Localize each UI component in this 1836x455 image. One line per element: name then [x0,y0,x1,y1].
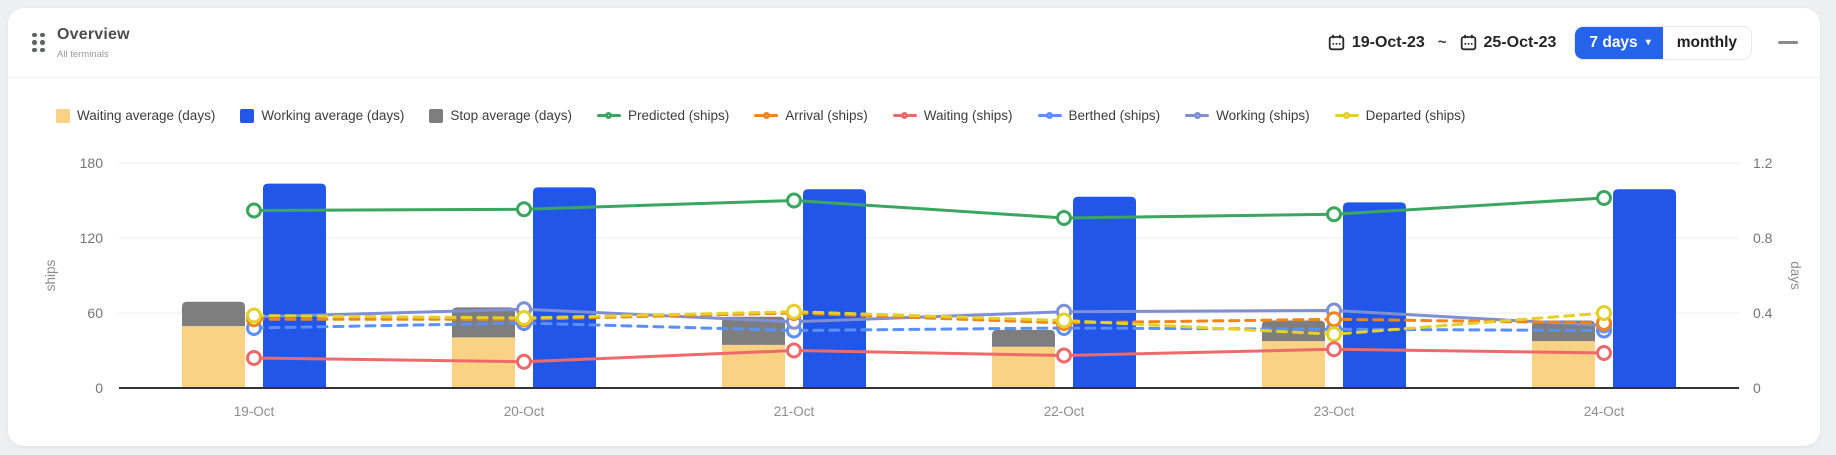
series-line [252,196,1606,220]
data-point-marker[interactable] [786,342,802,359]
data-point-marker[interactable] [246,350,262,366]
x-axis-category-label: 22-Oct [1044,404,1085,419]
terminals-subtitle: All terminals [57,48,109,60]
legend-item[interactable]: Departed (ships) [1334,108,1466,123]
right-axis-title: days [1788,261,1803,290]
right-axis-tick-label: 0 [1753,380,1761,396]
data-point-marker[interactable] [1596,345,1612,361]
range-dropdown-button[interactable]: 7 days ▾ [1575,26,1663,59]
x-axis-category-label: 23-Oct [1314,404,1355,419]
legend-item-label: Arrival (ships) [785,108,868,123]
legend-item-label: Working average (days) [261,108,405,123]
right-axis-tick-label: 0.8 [1753,230,1773,246]
left-axis-tick-label: 60 [87,305,103,321]
series-line [252,310,1606,336]
legend-line-marker-icon [596,109,621,122]
data-point-marker[interactable] [1596,190,1612,206]
bar-segment[interactable] [722,344,785,388]
bar-segment[interactable] [1613,189,1676,388]
legend-item[interactable]: Predicted (ships) [596,108,730,123]
chart-legend: Waiting average (days) Working average (d… [56,108,1465,123]
page-title: Overview [57,25,130,43]
left-axis-tick-label: 180 [80,155,104,171]
left-axis-title: ships [43,259,58,291]
minimize-icon[interactable] [1778,41,1798,44]
date-to-value: 25-Oct-23 [1483,33,1557,51]
bar-segment[interactable] [1343,202,1406,388]
legend-item-label: Departed (ships) [1365,108,1466,123]
legend-bar-swatch-icon [429,108,444,123]
legend-item-label: Stop average (days) [450,108,572,123]
calendar-icon [1328,34,1345,51]
date-from-value: 19-Oct-23 [1351,33,1425,51]
legend-line-marker-icon [1185,109,1210,122]
legend-line-marker-icon [1334,109,1359,122]
legend-item-label: Predicted (ships) [627,108,730,123]
data-point-marker[interactable] [786,192,802,209]
legend-item-label: Waiting (ships) [923,108,1013,123]
x-axis-category-label: 20-Oct [504,404,545,419]
data-point-marker[interactable] [1326,206,1342,223]
data-point-marker[interactable] [1596,305,1612,321]
bar-segment[interactable] [182,326,245,388]
data-point-marker[interactable] [246,202,262,219]
legend-item[interactable]: Waiting (ships) [892,108,1013,123]
legend-bar-swatch-icon [56,108,70,123]
bar-segment[interactable] [533,187,596,388]
legend-item[interactable]: Working (ships) [1185,108,1310,123]
bar-segment[interactable] [803,189,866,388]
date-to-picker[interactable]: 25-Oct-23 [1460,33,1557,52]
legend-line-marker-icon [892,109,917,122]
calendar-icon [1460,34,1476,51]
data-point-marker[interactable] [1056,312,1072,329]
data-point-marker[interactable] [246,307,262,324]
series-line [252,347,1606,364]
data-point-marker[interactable] [1326,326,1342,343]
bar-segment[interactable] [1073,196,1136,388]
date-from-picker[interactable]: 19-Oct-23 [1328,34,1425,52]
legend-line-marker-icon [754,109,779,122]
bar-segment[interactable] [992,346,1055,388]
legend-item-label: Berthed (ships) [1068,108,1161,123]
drag-handle-icon[interactable] [32,32,45,53]
bar-segment[interactable] [263,183,326,388]
bar-segment[interactable] [1262,341,1325,388]
x-axis-category-label: 19-Oct [234,404,275,419]
monthly-toggle-button[interactable]: monthly [1662,26,1751,59]
legend-item-label: Waiting average (days) [77,108,216,123]
legend-item[interactable]: Waiting average (days) [56,108,215,123]
legend-line-marker-icon [1037,109,1062,122]
x-axis-category-label: 24-Oct [1584,404,1625,419]
left-axis-tick-label: 120 [80,230,104,246]
left-axis-tick-label: 0 [95,380,103,396]
legend-item[interactable]: Working average (days) [240,108,404,123]
legend-item-label: Working (ships) [1216,108,1310,123]
data-point-marker[interactable] [1056,210,1072,226]
data-point-marker[interactable] [516,310,532,326]
widget-header: Overview All terminals 19-Oct-23 ~ [8,8,1820,78]
right-axis-tick-label: 0.4 [1753,305,1773,321]
series-line [252,311,1606,325]
legend-item[interactable]: Arrival (ships) [754,108,868,123]
legend-item[interactable]: Stop average (days) [429,108,572,123]
data-point-marker[interactable] [516,353,532,370]
data-point-marker[interactable] [786,303,802,320]
data-point-marker[interactable] [1326,311,1342,328]
data-point-marker[interactable] [1056,347,1072,364]
bar-segment[interactable] [1532,320,1595,342]
right-axis-tick-label: 1.2 [1753,155,1773,171]
data-point-marker[interactable] [1326,341,1342,358]
bar-segment[interactable] [992,329,1055,347]
bar-segment[interactable] [1532,341,1595,388]
chevron-down-icon: ▾ [1645,37,1651,48]
date-range-separator: ~ [1437,34,1447,51]
x-axis-category-label: 21-Oct [774,404,815,419]
legend-bar-swatch-icon [240,108,255,123]
legend-item[interactable]: Berthed (ships) [1037,108,1161,123]
bar-segment[interactable] [182,301,245,327]
data-point-marker[interactable] [516,201,532,218]
